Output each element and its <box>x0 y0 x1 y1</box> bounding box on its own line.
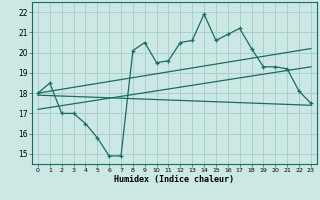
X-axis label: Humidex (Indice chaleur): Humidex (Indice chaleur) <box>115 175 234 184</box>
